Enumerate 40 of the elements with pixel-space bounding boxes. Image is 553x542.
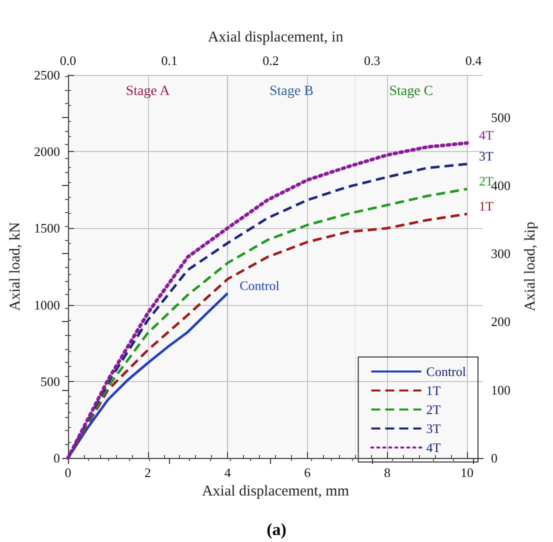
y-tick-label: 1000 <box>34 297 60 312</box>
x2-tick-label: 0.0 <box>60 53 76 68</box>
y-tick-label: 2500 <box>34 68 60 82</box>
x-axis-title: Axial displacement, mm <box>202 483 350 500</box>
band-label: Stage B <box>269 84 314 99</box>
x-tick-label: 2 <box>144 465 152 480</box>
text: 4T <box>479 128 494 143</box>
y2-tick-label: 100 <box>491 382 510 398</box>
x2-tick-label: 0.1 <box>161 53 178 68</box>
band-label: Stage C <box>389 84 434 99</box>
y-tick-label: 500 <box>40 374 60 389</box>
y2-tick-label: 500 <box>491 110 510 125</box>
legend-label: 2T <box>426 402 441 417</box>
x-tick-label: 0 <box>64 465 72 480</box>
text: 3T <box>479 148 494 164</box>
x2-tick-label: 0.4 <box>465 53 482 68</box>
x2-axis-title: Axial displacement, in <box>208 30 344 46</box>
x2-tick-label: 0.3 <box>364 53 380 68</box>
x-tick-label: 6 <box>304 465 312 480</box>
y2-tick-label: 200 <box>491 314 510 330</box>
legend-label: 4T <box>426 440 441 455</box>
legend-label: 1T <box>426 383 441 398</box>
x-tick-label: 4 <box>224 465 232 480</box>
band-label: Stage A <box>126 84 171 99</box>
x-tick-label: 10 <box>460 465 474 480</box>
legend-label: 3T <box>426 421 441 436</box>
y-tick-label: 2000 <box>34 144 60 160</box>
y-axis-title: Axial load, kN <box>8 222 24 311</box>
y-tick-label: 0 <box>54 450 60 466</box>
x2-tick-label: 0.2 <box>262 53 279 68</box>
text: (a) <box>266 520 286 539</box>
legend-label: Control <box>426 364 466 379</box>
text: Control <box>240 278 280 293</box>
text: 1T <box>479 198 494 214</box>
y2-tick-label: 0 <box>491 450 498 466</box>
x-tick-label: 8 <box>384 465 390 480</box>
y2-tick-label: 300 <box>491 246 510 262</box>
y-tick-label: 1500 <box>34 220 60 236</box>
y2-tick-label: 400 <box>491 178 510 193</box>
y2-axis-title: Axial load, kip <box>522 222 538 312</box>
